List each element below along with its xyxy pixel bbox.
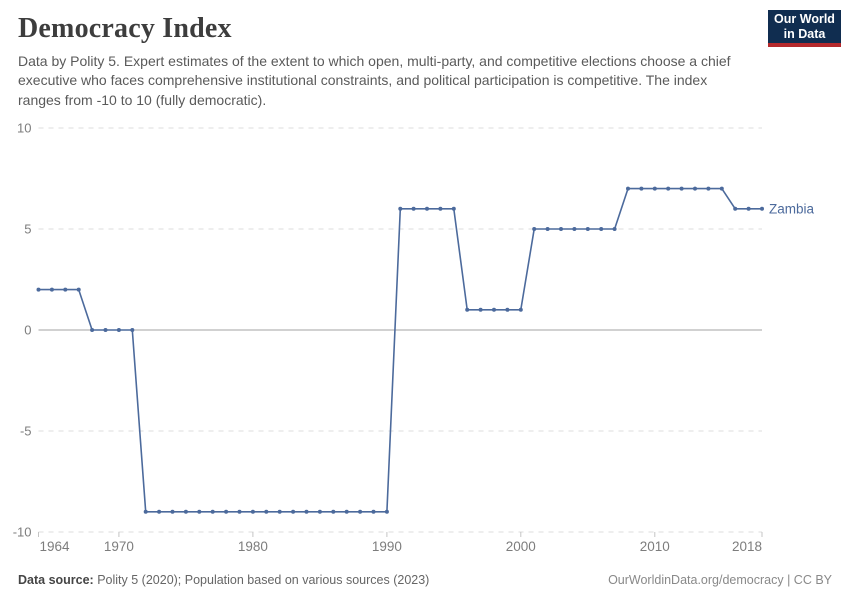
data-point[interactable] bbox=[36, 287, 41, 292]
attribution-link[interactable]: OurWorldinData.org/democracy | CC BY bbox=[608, 573, 832, 587]
data-point[interactable] bbox=[518, 307, 523, 312]
data-point[interactable] bbox=[90, 328, 95, 332]
data-point[interactable] bbox=[679, 186, 684, 191]
data-point[interactable] bbox=[545, 227, 550, 231]
data-point[interactable] bbox=[572, 227, 577, 231]
data-point[interactable] bbox=[210, 509, 215, 514]
data-point[interactable] bbox=[183, 509, 188, 514]
data-point[interactable] bbox=[492, 307, 496, 312]
data-point[interactable] bbox=[478, 307, 483, 312]
data-point[interactable] bbox=[63, 287, 68, 292]
data-point[interactable] bbox=[438, 206, 443, 211]
data-point[interactable] bbox=[652, 186, 657, 191]
data-point[interactable] bbox=[505, 307, 510, 312]
data-point[interactable] bbox=[384, 509, 389, 514]
y-axis-tick-label: -5 bbox=[20, 424, 32, 439]
data-point[interactable] bbox=[398, 206, 403, 211]
x-axis-tick-label: 1970 bbox=[104, 539, 134, 554]
data-point[interactable] bbox=[451, 206, 456, 211]
data-point[interactable] bbox=[559, 227, 563, 231]
data-point[interactable] bbox=[250, 509, 255, 514]
data-point[interactable] bbox=[639, 186, 644, 191]
data-point[interactable] bbox=[626, 186, 630, 191]
data-point[interactable] bbox=[331, 509, 336, 514]
data-point[interactable] bbox=[719, 186, 724, 191]
data-point[interactable] bbox=[264, 509, 269, 514]
chart-subtitle: Data by Polity 5. Expert estimates of th… bbox=[18, 53, 731, 108]
data-point[interactable] bbox=[304, 509, 309, 514]
y-axis-tick-label: 10 bbox=[17, 121, 31, 136]
entity-label-zambia[interactable]: Zambia bbox=[769, 201, 815, 216]
data-point[interactable] bbox=[599, 227, 604, 231]
data-point[interactable] bbox=[224, 509, 229, 514]
data-point[interactable] bbox=[157, 509, 162, 514]
data-point[interactable] bbox=[532, 227, 537, 231]
data-point[interactable] bbox=[291, 509, 296, 514]
x-axis-tick-label: 2010 bbox=[640, 539, 670, 554]
data-point[interactable] bbox=[170, 509, 175, 514]
data-source-text: Polity 5 (2020); Population based on var… bbox=[93, 573, 430, 587]
data-point[interactable] bbox=[277, 509, 282, 514]
owid-logo-line1: Our World bbox=[774, 11, 835, 26]
data-point[interactable] bbox=[585, 227, 590, 231]
y-axis-tick-label: 0 bbox=[24, 323, 31, 338]
x-axis-tick-label: 1980 bbox=[238, 539, 268, 554]
data-point[interactable] bbox=[49, 287, 54, 292]
y-axis-tick-label: 5 bbox=[24, 222, 31, 237]
data-point[interactable] bbox=[344, 509, 349, 514]
data-point[interactable] bbox=[197, 509, 202, 514]
data-point[interactable] bbox=[746, 206, 751, 211]
data-source-note: Data source: Polity 5 (2020); Population… bbox=[18, 573, 429, 587]
data-point[interactable] bbox=[733, 206, 738, 211]
data-point[interactable] bbox=[103, 328, 108, 332]
data-point[interactable] bbox=[143, 509, 148, 514]
data-point[interactable] bbox=[612, 227, 617, 231]
x-axis-tick-label: 1990 bbox=[372, 539, 402, 554]
data-point[interactable] bbox=[706, 186, 711, 191]
data-point[interactable] bbox=[116, 328, 121, 332]
data-point[interactable] bbox=[760, 206, 764, 211]
data-source-label: Data source: bbox=[18, 573, 94, 587]
y-axis-tick-label: -10 bbox=[13, 525, 32, 540]
data-point[interactable] bbox=[425, 206, 429, 211]
data-point[interactable] bbox=[371, 509, 376, 514]
data-point[interactable] bbox=[76, 287, 81, 292]
data-point[interactable] bbox=[358, 509, 363, 514]
data-point[interactable] bbox=[666, 186, 671, 191]
data-point[interactable] bbox=[693, 186, 697, 191]
owid-logo[interactable]: Our World in Data bbox=[768, 10, 841, 47]
x-axis-tick-label: 2018 bbox=[732, 539, 762, 554]
data-point[interactable] bbox=[465, 307, 470, 312]
data-point[interactable] bbox=[130, 328, 135, 332]
data-point[interactable] bbox=[411, 206, 416, 211]
data-point[interactable] bbox=[317, 509, 322, 514]
zambia-series-line[interactable] bbox=[38, 187, 763, 513]
x-axis-tick-label: 1964 bbox=[40, 539, 71, 554]
owid-logo-line2: in Data bbox=[783, 26, 826, 41]
data-point[interactable] bbox=[237, 509, 242, 514]
chart-title: Democracy Index bbox=[18, 13, 232, 44]
x-axis-tick-label: 2000 bbox=[506, 539, 536, 554]
